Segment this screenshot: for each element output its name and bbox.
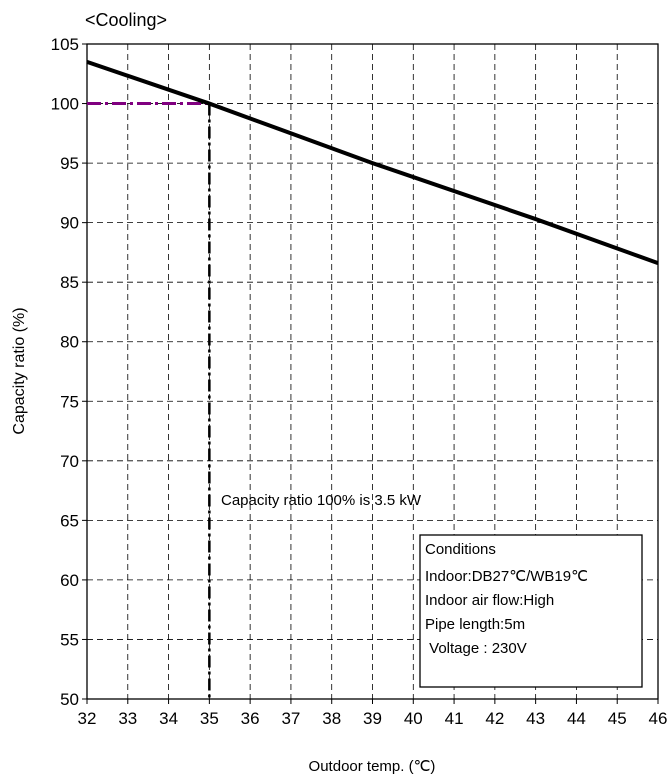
y-tick-label: 55	[60, 630, 79, 649]
y-tick-label: 75	[60, 392, 79, 411]
x-axis-title: Outdoor temp. (℃)	[309, 758, 436, 775]
y-tick-label: 85	[60, 273, 79, 292]
chart-title: <Cooling>	[85, 10, 167, 30]
conditions-line: Conditions	[425, 541, 496, 558]
x-tick-label: 34	[159, 709, 178, 728]
y-tick-label: 60	[60, 571, 79, 590]
y-tick-label: 105	[51, 35, 79, 54]
x-tick-label: 36	[241, 709, 260, 728]
x-tick-label: 46	[649, 709, 668, 728]
y-axis-title: Capacity ratio (%)	[11, 307, 28, 434]
x-tick-label: 44	[567, 709, 586, 728]
x-tick-label: 45	[608, 709, 627, 728]
chart-marks	[86, 59, 659, 699]
capacity-curve	[86, 59, 659, 266]
x-tick-label: 42	[485, 709, 504, 728]
x-tick-label: 32	[78, 709, 97, 728]
x-tick-label: 40	[404, 709, 423, 728]
x-tick-label: 43	[526, 709, 545, 728]
conditions-line: Voltage : 230V	[425, 640, 527, 657]
x-tick-label: 38	[322, 709, 341, 728]
x-tick-label: 41	[445, 709, 464, 728]
y-tick-label: 100	[51, 95, 79, 114]
conditions-line: Indoor:DB27℃/WB19℃	[425, 568, 588, 585]
y-tick-label: 50	[60, 690, 79, 709]
x-tick-label: 33	[118, 709, 137, 728]
conditions-line: Indoor air flow:High	[425, 592, 554, 609]
y-tick-label: 95	[60, 154, 79, 173]
y-tick-label: 90	[60, 214, 79, 233]
conditions-box: Conditions Indoor:DB27℃/WB19℃ Indoor air…	[419, 534, 643, 688]
x-tick-label: 35	[200, 709, 219, 728]
x-tick-label: 39	[363, 709, 382, 728]
axis-ticks: 32 33 34 35 36 37 38 39 40 41 42 43 44 45 46 50 55 60 65 70…	[51, 35, 668, 728]
x-tick-label: 37	[281, 709, 300, 728]
y-tick-label: 65	[60, 511, 79, 530]
conditions-frame	[419, 534, 643, 688]
conditions-line: Pipe length:5m	[425, 616, 525, 633]
y-tick-label: 80	[60, 333, 79, 352]
y-tick-label: 70	[60, 452, 79, 471]
capacity-annotation: Capacity ratio 100% is 3.5 kW	[221, 492, 422, 509]
